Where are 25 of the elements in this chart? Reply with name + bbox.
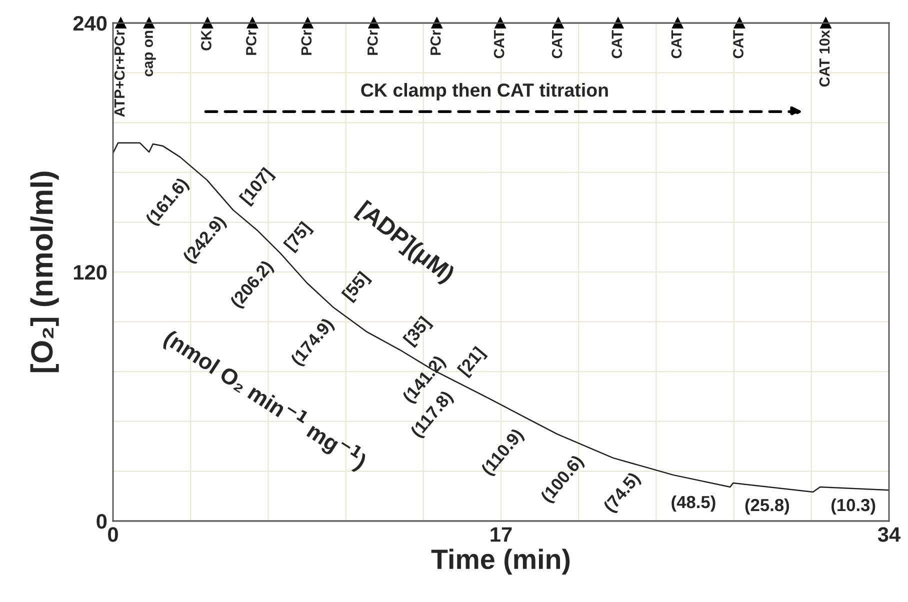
annotation: PCr	[430, 30, 441, 55]
annotation: cap on	[144, 30, 156, 76]
x-tick-label: 34	[878, 527, 900, 542]
annotation: CAT	[552, 30, 562, 58]
annotation: (48.5)	[672, 495, 716, 512]
annotation: PCr	[301, 30, 312, 55]
annotation: CK clamp then CAT titration	[361, 82, 608, 100]
y-axis-title: [O₂] (nmol/ml)	[30, 172, 59, 372]
annotation: CAT	[612, 30, 622, 58]
y-tick-label: 0	[96, 514, 107, 529]
y-tick-label: 240	[73, 16, 107, 31]
annotation: PCr	[246, 30, 256, 55]
y-tick-label: 120	[74, 265, 107, 280]
annotation: CAT 10x	[819, 30, 830, 87]
annotation: CK	[201, 30, 212, 50]
annotation: ATP+Cr+PCr	[114, 30, 125, 117]
annotation: CAT	[733, 30, 744, 58]
annotation: (25.8)	[745, 498, 789, 515]
x-axis-title: Time (min)	[431, 548, 570, 575]
annotation: CAT	[671, 30, 682, 58]
x-tick-label: 17	[490, 527, 512, 542]
annotation: PCr	[367, 30, 378, 55]
x-tick-label: 0	[108, 527, 118, 542]
annotation: (10.3)	[831, 498, 876, 515]
annotation: CAT	[494, 30, 504, 58]
